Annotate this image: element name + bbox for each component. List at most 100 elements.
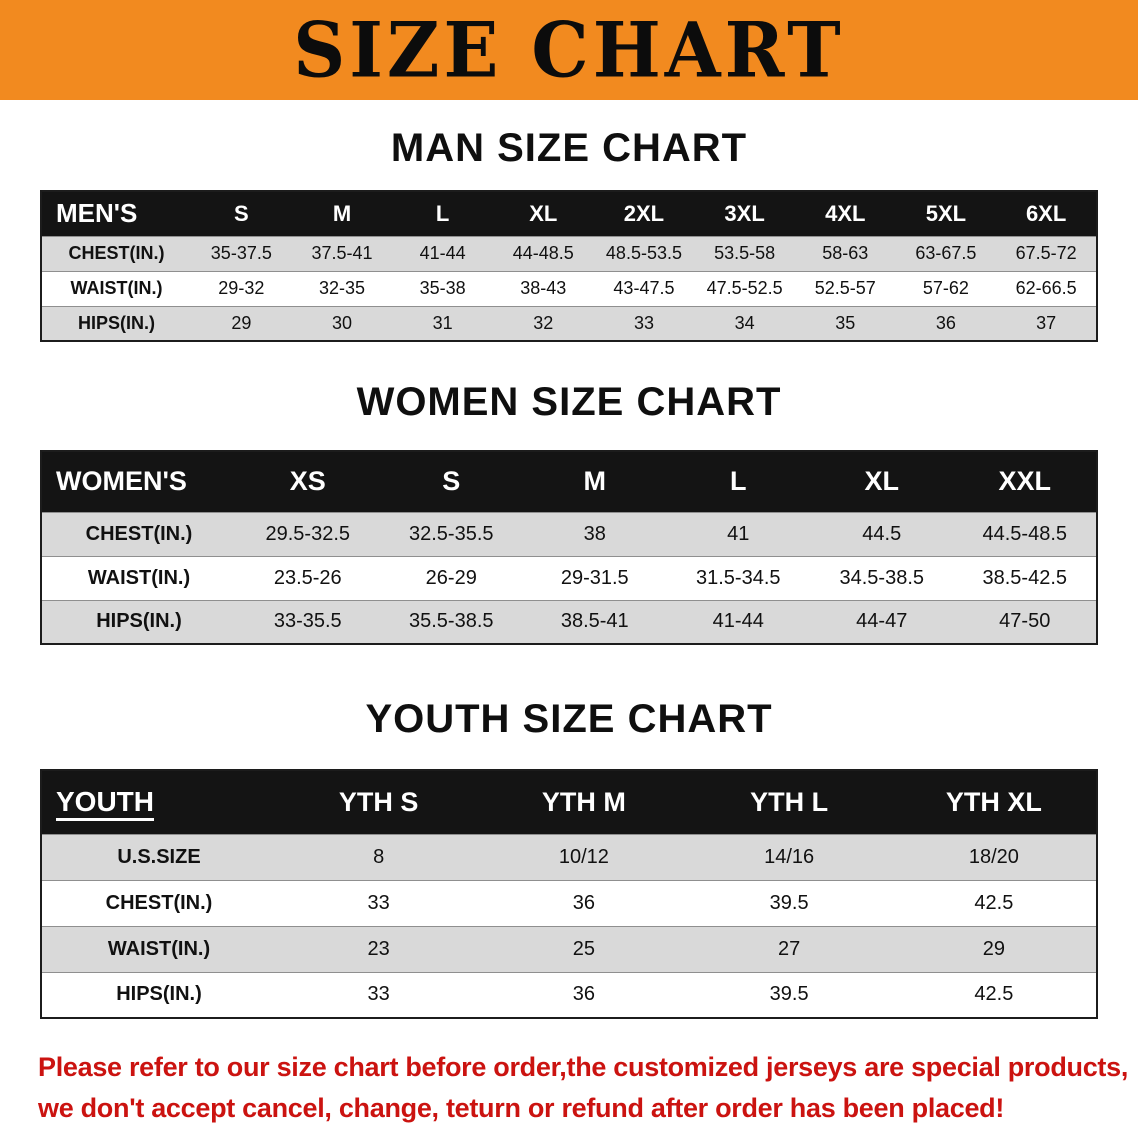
table-header-row: WOMEN'S XS S M L XL XXL xyxy=(41,451,1097,512)
value-cell: 63-67.5 xyxy=(895,235,997,271)
row-label-cell: HIPS(IN.) xyxy=(41,305,191,341)
size-header-cell: XXL xyxy=(953,451,1097,512)
value-cell: 38.5-41 xyxy=(523,599,667,644)
row-label-cell: WAIST(IN.) xyxy=(41,925,276,972)
table-header-row: MEN'S S M L XL 2XL 3XL 4XL 5XL 6XL xyxy=(41,191,1097,236)
value-cell: 53.5-58 xyxy=(694,235,795,271)
value-cell: 23.5-26 xyxy=(236,555,380,600)
value-cell: 38-43 xyxy=(492,270,594,306)
value-cell: 43-47.5 xyxy=(593,270,695,306)
value-cell: 42.5 xyxy=(891,879,1097,926)
value-cell: 35 xyxy=(794,305,896,341)
row-label-cell: WAIST(IN.) xyxy=(41,555,236,600)
value-cell: 41 xyxy=(666,511,810,556)
size-header-cell: 2XL xyxy=(593,191,695,236)
value-cell: 33 xyxy=(276,971,482,1018)
size-header-cell: M xyxy=(523,451,667,512)
row-label-cell: WAIST(IN.) xyxy=(41,270,191,306)
size-header-cell: YTH M xyxy=(481,770,687,834)
size-header-cell: 5XL xyxy=(895,191,997,236)
size-header-cell: XL xyxy=(492,191,594,236)
row-label-cell: HIPS(IN.) xyxy=(41,599,236,644)
row-label-cell: CHEST(IN.) xyxy=(41,511,236,556)
size-header-cell: YTH L xyxy=(686,770,892,834)
value-cell: 33 xyxy=(276,879,482,926)
value-cell: 33-35.5 xyxy=(236,599,380,644)
value-cell: 29 xyxy=(891,925,1097,972)
table-row: WAIST(IN.) 23 25 27 29 xyxy=(41,925,1097,972)
value-cell: 32-35 xyxy=(291,270,393,306)
value-cell: 39.5 xyxy=(686,971,892,1018)
value-cell: 31 xyxy=(392,305,493,341)
value-cell: 36 xyxy=(481,879,687,926)
value-cell: 42.5 xyxy=(891,971,1097,1018)
value-cell: 62-66.5 xyxy=(996,270,1097,306)
size-chart-title: SIZE CHART xyxy=(293,4,845,95)
table-title-cell: YOUTH xyxy=(41,770,276,834)
disclaimer-line-2: we don't accept cancel, change, teturn o… xyxy=(38,1093,1005,1124)
value-cell: 37.5-41 xyxy=(291,235,393,271)
youth-size-table: YOUTH YTH S YTH M YTH L YTH XL U.S.SIZE 8 10/12… xyxy=(40,769,1098,1019)
table-row: WAIST(IN.) 23.5-26 26-29 29-31.5 31.5-34.5 34… xyxy=(41,555,1097,600)
value-cell: 18/20 xyxy=(891,833,1097,880)
value-cell: 23 xyxy=(276,925,482,972)
value-cell: 41-44 xyxy=(392,235,493,271)
value-cell: 48.5-53.5 xyxy=(593,235,695,271)
youth-size-chart-section: YOUTH SIZE CHART YOUTH YTH S YTH M YTH L YTH… xyxy=(0,697,1138,1019)
size-header-cell: S xyxy=(191,191,292,236)
table-row: CHEST(IN.) 29.5-32.5 32.5-35.5 38 41 44.5 44.5… xyxy=(41,511,1097,556)
value-cell: 27 xyxy=(686,925,892,972)
value-cell: 44-47 xyxy=(810,599,954,644)
women-size-chart-heading: WOMEN SIZE CHART xyxy=(356,380,782,424)
value-cell: 30 xyxy=(291,305,393,341)
value-cell: 38 xyxy=(523,511,667,556)
value-cell: 37 xyxy=(996,305,1097,341)
value-cell: 10/12 xyxy=(481,833,687,880)
table-row: HIPS(IN.) 29 30 31 32 33 34 35 36 37 xyxy=(41,305,1097,341)
size-header-cell: M xyxy=(291,191,393,236)
size-header-cell: XS xyxy=(236,451,380,512)
value-cell: 29 xyxy=(191,305,292,341)
value-cell: 58-63 xyxy=(794,235,896,271)
value-cell: 33 xyxy=(593,305,695,341)
value-cell: 38.5-42.5 xyxy=(953,555,1097,600)
women-size-chart-section: WOMEN SIZE CHART WOMEN'S XS S M L XL XXL CHEST(… xyxy=(0,380,1138,645)
value-cell: 44.5-48.5 xyxy=(953,511,1097,556)
value-cell: 32.5-35.5 xyxy=(379,511,523,556)
value-cell: 47-50 xyxy=(953,599,1097,644)
value-cell: 44-48.5 xyxy=(492,235,594,271)
value-cell: 35-37.5 xyxy=(191,235,292,271)
value-cell: 57-62 xyxy=(895,270,997,306)
size-chart-banner: SIZE CHART xyxy=(0,0,1138,100)
table-header-row: YOUTH YTH S YTH M YTH L YTH XL xyxy=(41,770,1097,834)
disclaimer-text: Please refer to our size chart before or… xyxy=(38,1047,1129,1129)
value-cell: 34.5-38.5 xyxy=(810,555,954,600)
value-cell: 34 xyxy=(694,305,795,341)
value-cell: 29-32 xyxy=(191,270,292,306)
table-row: CHEST(IN.) 35-37.5 37.5-41 41-44 44-48.5 48.5… xyxy=(41,235,1097,271)
table-title-cell: MEN'S xyxy=(41,191,191,236)
women-size-table: WOMEN'S XS S M L XL XXL CHEST(IN.) 29.5-32.5 32.5… xyxy=(40,450,1098,645)
size-header-cell: XL xyxy=(810,451,954,512)
value-cell: 26-29 xyxy=(379,555,523,600)
men-size-table: MEN'S S M L XL 2XL 3XL 4XL 5XL 6XL CHEST(IN.) 35-37… xyxy=(40,190,1098,342)
table-row: U.S.SIZE 8 10/12 14/16 18/20 xyxy=(41,833,1097,880)
disclaimer-line-1: Please refer to our size chart before or… xyxy=(38,1052,1129,1082)
value-cell: 52.5-57 xyxy=(794,270,896,306)
value-cell: 41-44 xyxy=(666,599,810,644)
value-cell: 29-31.5 xyxy=(523,555,667,600)
value-cell: 67.5-72 xyxy=(996,235,1097,271)
table-title-cell: WOMEN'S xyxy=(41,451,236,512)
size-header-cell: S xyxy=(379,451,523,512)
table-row: WAIST(IN.) 29-32 32-35 35-38 38-43 43-47.5 47.… xyxy=(41,270,1097,306)
size-header-cell: L xyxy=(392,191,493,236)
table-row: CHEST(IN.) 33 36 39.5 42.5 xyxy=(41,879,1097,926)
size-header-cell: 6XL xyxy=(996,191,1097,236)
man-size-chart-heading: MAN SIZE CHART xyxy=(390,126,748,170)
row-label-cell: U.S.SIZE xyxy=(41,833,276,880)
man-size-chart-section: MAN SIZE CHART MEN'S S M L XL 2XL 3XL 4XL 5XL 6XL… xyxy=(0,126,1138,342)
youth-size-chart-heading: YOUTH SIZE CHART xyxy=(365,697,773,741)
row-label-cell: CHEST(IN.) xyxy=(41,235,191,271)
value-cell: 44.5 xyxy=(810,511,954,556)
row-label-cell: HIPS(IN.) xyxy=(41,971,276,1018)
